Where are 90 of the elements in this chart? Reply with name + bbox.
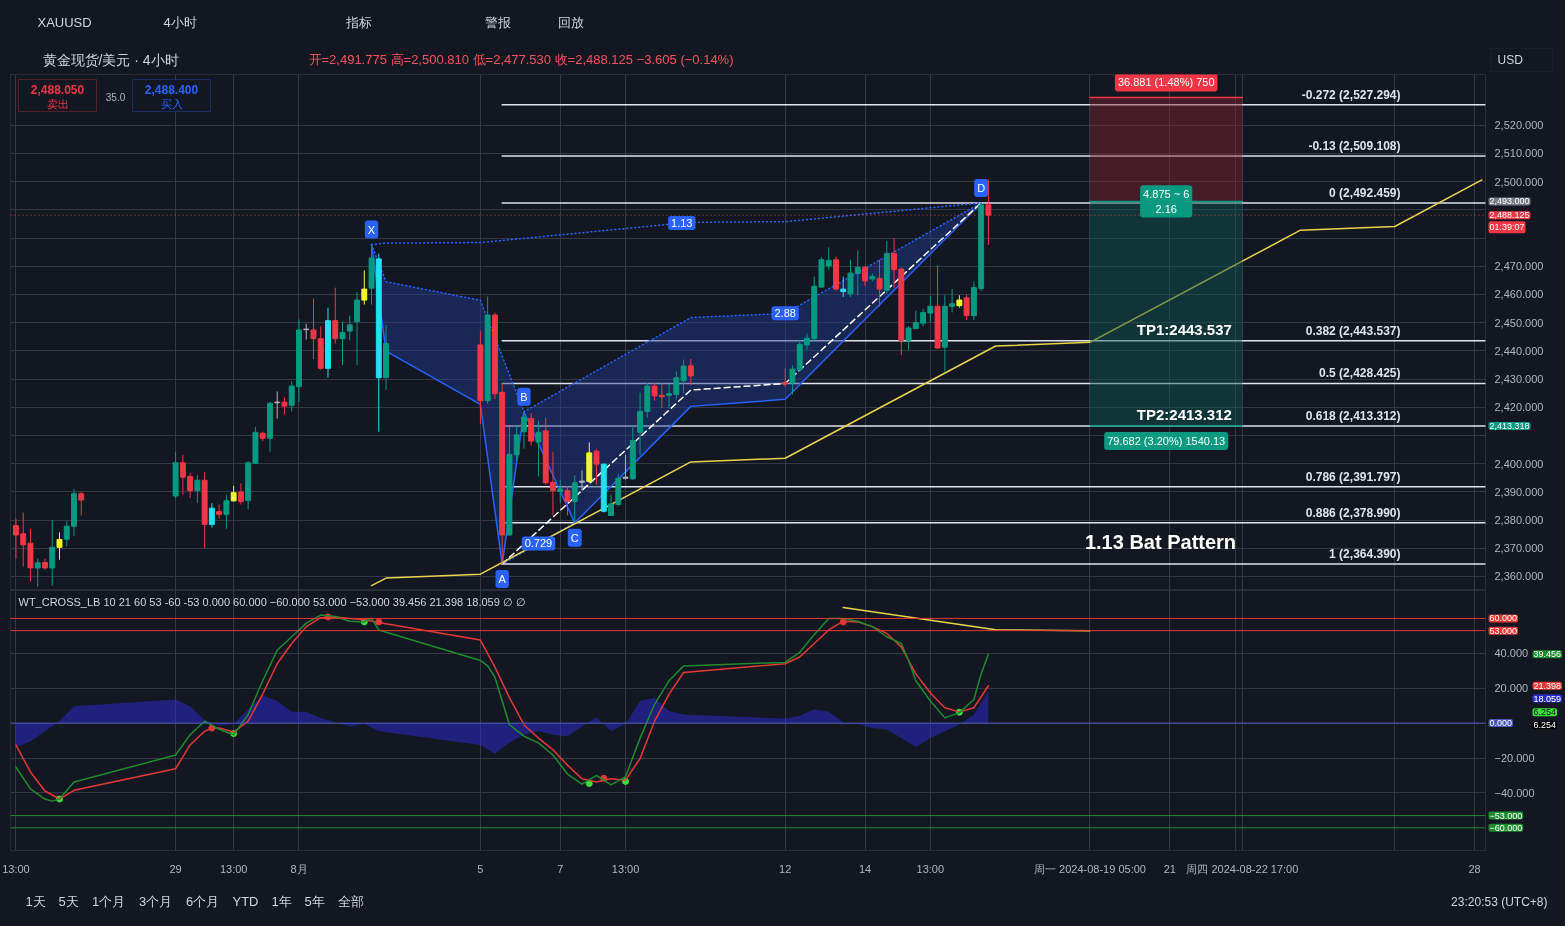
- series-label: 0.382 (2,443.537): [1305, 323, 1401, 338]
- x-tick-label: 21: [1163, 862, 1176, 875]
- y-tick-label: 2,450.000: [1494, 316, 1544, 329]
- y-tick-label: 2,420.000: [1494, 401, 1544, 414]
- text: 21.398: [1533, 680, 1562, 691]
- text: 6.254: [1533, 720, 1557, 731]
- annotation: 1.13 Bat Pattern: [1084, 530, 1237, 553]
- annotation: TP2:2413.312: [1136, 406, 1232, 424]
- text: 指标: [344, 15, 372, 30]
- data-label: D: [977, 181, 986, 194]
- x-tick-label: 13:00: [611, 862, 640, 875]
- x-tick-label: 28: [1468, 862, 1481, 875]
- y-tick-label: 2,520.000: [1494, 119, 1544, 132]
- series-label: 1 (2,364.390): [1329, 547, 1401, 562]
- data-label: C: [570, 531, 579, 544]
- x-tick-label: 周四 2024-08-22 17:00: [1186, 862, 1299, 875]
- y-tick-label: −20.000: [1494, 752, 1535, 765]
- y-tick-label: 2,380.000: [1494, 514, 1544, 527]
- text: 6个月: [185, 894, 220, 909]
- text: 2,493.000: [1489, 196, 1530, 207]
- text: 4小时: [163, 15, 197, 30]
- y-tick-label: 2,400.000: [1494, 457, 1544, 470]
- text: 5天: [58, 894, 79, 909]
- x-tick-label: 14: [858, 862, 872, 875]
- text: YTD: [232, 894, 259, 909]
- series-label: 0.5 (2,428.425): [1319, 366, 1401, 381]
- x-tick-label: 13:00: [2, 862, 30, 875]
- y-tick-label: 40.000: [1494, 647, 1529, 660]
- x-tick-label: 29: [169, 862, 182, 875]
- y-tick-label: 2,440.000: [1494, 344, 1544, 357]
- y-tick-label: 2,370.000: [1494, 542, 1544, 555]
- y-tick-label: 20.000: [1494, 682, 1529, 695]
- text: 警报: [484, 15, 511, 30]
- annotation: TP1:2443.537: [1136, 320, 1232, 338]
- y-tick-label: 2,500.000: [1494, 175, 1544, 188]
- text: 5年: [304, 894, 325, 909]
- chart-title: WT_CROSS_LB 10 21 60 53 -60 -53 0.000 60.000 −60.000 53.000 −53.000 39.456 21.398 18.059 ∅ ∅: [18, 595, 526, 608]
- data-label: B: [520, 390, 528, 403]
- ref-line-label: 0.000: [1489, 718, 1513, 729]
- series-label: 0.618 (2,413.312): [1305, 409, 1401, 424]
- annotation: 4.875 ~ 6 2.16: [1143, 188, 1190, 215]
- x-tick-label: 8月: [290, 862, 308, 875]
- annotation: 买入: [160, 97, 183, 110]
- annotation: 35.0: [105, 91, 126, 103]
- x-tick-label: 7: [557, 862, 564, 875]
- text: 01:39:07: [1489, 222, 1525, 233]
- text: XAUUSD: [37, 15, 92, 30]
- ref-line-label: 2,488.125: [1489, 210, 1530, 221]
- text: 39.456: [1533, 649, 1562, 660]
- text: 6.254: [1533, 707, 1557, 718]
- series-label: -0.272 (2,527.294): [1301, 87, 1401, 102]
- series-label: 0 (2,492.459): [1329, 185, 1401, 200]
- chart-subtitle: 开=2,491.775 高=2,500.810 低=2,477.530 收=2,488.125 −3.605 (−0.14%): [308, 52, 734, 67]
- text: 全部: [337, 894, 364, 909]
- y-tick-label: 2,470.000: [1494, 260, 1544, 273]
- series-label: -0.13 (2,509.108): [1308, 138, 1401, 153]
- text: USD: [1497, 52, 1524, 67]
- annotation: 79.682 (3.20%) 1540.13: [1107, 435, 1226, 448]
- annotation: 卖出: [46, 97, 69, 110]
- ref-line-label: 53.000: [1489, 625, 1518, 636]
- x-tick-label: 5: [477, 862, 484, 875]
- data-label: A: [498, 573, 507, 586]
- text: 23:20:53 (UTC+8): [1451, 894, 1548, 909]
- series-label: 0.786 (2,391.797): [1305, 469, 1401, 484]
- text: 1年: [271, 894, 292, 909]
- series-label: 0.886 (2,378.990): [1305, 505, 1401, 520]
- ref-line-label: −53.000: [1489, 810, 1523, 821]
- annotation: 2,488.050: [30, 83, 85, 97]
- text: 3个月: [138, 894, 173, 909]
- x-tick-label: 周一 2024-08-19 05:00: [1034, 862, 1146, 875]
- y-tick-label: 2,430.000: [1494, 373, 1544, 386]
- x-tick-label: 12: [779, 862, 792, 875]
- y-tick-label: 2,390.000: [1494, 485, 1544, 498]
- annotation: 2,488.400: [144, 83, 199, 97]
- y-tick-label: 2,360.000: [1494, 570, 1544, 583]
- y-tick-label: −40.000: [1494, 786, 1535, 799]
- annotation: 36.881 (1.48%) 750: [1117, 76, 1215, 89]
- data-label: X: [367, 223, 376, 236]
- text: 18.059: [1533, 693, 1562, 704]
- chart-title: 黄金现货/美元 · 4小时: [42, 51, 179, 68]
- y-tick-label: 2,510.000: [1494, 147, 1544, 160]
- text: 1个月: [91, 894, 126, 909]
- ref-line-label: 60.000: [1489, 613, 1518, 624]
- x-tick-label: 13:00: [916, 862, 945, 875]
- text: 2,413.318: [1489, 421, 1530, 432]
- text: 1天: [25, 894, 46, 909]
- y-tick-label: 2,460.000: [1494, 288, 1544, 301]
- text: 回放: [557, 15, 584, 30]
- x-tick-label: 13:00: [219, 862, 248, 875]
- ref-line-label: −60.000: [1489, 822, 1523, 833]
